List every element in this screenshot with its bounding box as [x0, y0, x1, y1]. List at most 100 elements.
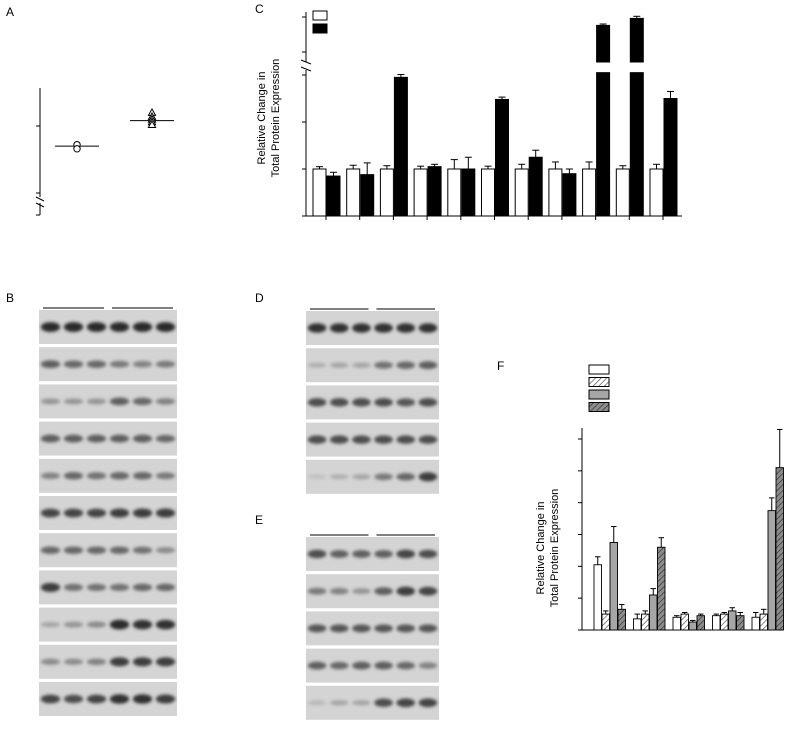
panel-f-bar: [775, 467, 784, 631]
panel-c-bar: [582, 168, 597, 217]
blot-band: [329, 435, 349, 444]
blot-band: [86, 694, 107, 704]
panel-f-bar: [633, 618, 642, 631]
blot-band: [40, 658, 61, 665]
blot-band: [396, 361, 416, 369]
blot-band: [396, 323, 416, 333]
panel-c-bar-chart: Relative Change in Total Protein Expressi…: [256, 10, 682, 220]
blot-strip: [39, 310, 177, 344]
panel-f-bar: [751, 616, 760, 631]
blot-band: [109, 583, 130, 592]
panel-f-legend-swatch: [588, 402, 610, 412]
blot-band: [396, 586, 416, 596]
blot-band: [396, 473, 416, 481]
blot-band: [329, 474, 349, 480]
blot-band: [63, 658, 84, 665]
panel-c-bar: [393, 76, 408, 217]
blot-band: [132, 472, 153, 480]
blot-band: [307, 435, 327, 444]
blot-band: [86, 360, 107, 368]
panel-c-bar: [596, 72, 611, 217]
blot-band: [63, 508, 84, 518]
blot-band: [329, 587, 349, 595]
panel-letter-f: F: [497, 359, 504, 373]
blot-band: [329, 700, 349, 706]
blot-band: [352, 550, 371, 558]
blot-band: [86, 658, 107, 666]
blot-band: [352, 398, 371, 407]
panel-f-bar: [767, 510, 776, 631]
panel-f-bar: [759, 613, 768, 631]
blot-strip: [39, 496, 177, 530]
blot-band: [109, 508, 130, 518]
blot-band: [40, 398, 61, 405]
panel-c-bar: [413, 168, 428, 217]
blot-band: [155, 508, 176, 518]
blot-band: [155, 322, 176, 332]
blot-band: [374, 323, 393, 333]
panel-f-legend-swatch: [588, 377, 610, 387]
blot-band: [63, 434, 84, 443]
panel-c-bar: [528, 156, 543, 217]
panel-c-bar: [379, 168, 394, 217]
panel-c-bar: [461, 168, 476, 217]
blot-strip: [306, 311, 439, 345]
blot-band: [86, 583, 107, 592]
blot-band: [329, 550, 349, 558]
blot-band: [132, 360, 153, 368]
panel-letter-d: D: [255, 291, 264, 305]
panel-f-y-axis-label: Relative Change in: [535, 502, 547, 595]
blot-band: [63, 398, 84, 405]
blot-band: [352, 362, 371, 368]
blot-band: [63, 360, 84, 368]
panel-c-bar: [562, 173, 577, 217]
blot-band: [155, 694, 176, 704]
panel-c-bar: [615, 168, 630, 217]
panel-a-axis-break: [35, 202, 45, 208]
panel-c-bar: [481, 168, 495, 217]
blot-band: [352, 661, 371, 670]
blot-band: [329, 362, 349, 368]
panel-f-bar: [617, 608, 626, 631]
blot-band: [307, 398, 327, 407]
blot-band: [109, 546, 130, 554]
panel-f-bar: [696, 615, 705, 631]
blot-band: [352, 435, 371, 444]
blot-band: [396, 435, 416, 444]
blot-band: [396, 549, 416, 559]
blot-band: [396, 698, 416, 708]
blot-band: [418, 398, 438, 407]
blot-band: [40, 508, 61, 518]
blot-band: [155, 583, 176, 592]
blot-band: [40, 322, 61, 332]
blot-band: [374, 661, 393, 670]
blot-strip: [306, 422, 439, 457]
panel-c-bar: [447, 168, 462, 217]
panel-f-bar: [736, 615, 745, 631]
panel-f-legend-swatch: [588, 389, 610, 400]
panel-c-bar: [495, 98, 509, 217]
blot-band: [307, 661, 327, 670]
blot-band: [418, 435, 438, 444]
blot-band: [86, 434, 107, 443]
blot-band: [396, 624, 416, 633]
blot-band: [374, 361, 393, 369]
blot-strip: [39, 421, 177, 456]
blot-band: [63, 694, 84, 704]
panel-f-legend-swatch: [588, 364, 610, 375]
blot-band: [132, 657, 153, 667]
blot-band: [155, 360, 176, 368]
blot-band: [418, 549, 438, 559]
blot-strip: [39, 682, 177, 716]
blot-strip: [39, 347, 177, 382]
blot-band: [132, 619, 153, 630]
blot-band: [63, 621, 84, 628]
blot-band: [40, 434, 61, 443]
blot-band: [418, 586, 438, 596]
panel-f-bar: [688, 621, 697, 631]
blot-band: [329, 323, 349, 333]
blot-band: [109, 657, 130, 667]
blot-band: [132, 546, 153, 554]
blot-band: [307, 474, 327, 479]
